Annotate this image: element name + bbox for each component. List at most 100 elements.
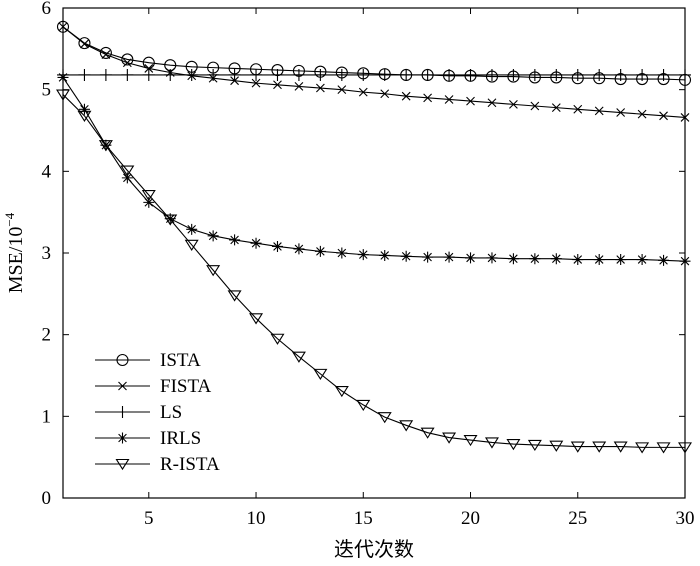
data-point-ls xyxy=(378,68,391,81)
data-point-r-ista xyxy=(656,442,671,454)
x-tick-label: 5 xyxy=(144,508,154,529)
data-point-ls xyxy=(78,68,91,81)
y-tick-label: 5 xyxy=(42,80,52,101)
data-point-fista xyxy=(423,93,433,103)
data-point-r-ista xyxy=(334,385,349,398)
data-point-ls xyxy=(142,68,155,81)
data-point-fista xyxy=(337,85,347,95)
data-point-r-ista xyxy=(377,412,392,424)
series-line-ista xyxy=(62,26,686,81)
data-point-irls xyxy=(357,249,369,261)
data-point-r-ista xyxy=(313,368,328,381)
legend-label-irls: IRLS xyxy=(160,428,201,449)
data-point-r-ista xyxy=(291,351,306,363)
data-point-r-ista xyxy=(163,214,178,226)
data-point-irls xyxy=(336,247,348,259)
y-axis-title: MSE/10−4 xyxy=(2,212,27,293)
y-tick-label: 3 xyxy=(42,243,52,264)
data-point-ls xyxy=(507,68,520,81)
data-point-r-ista xyxy=(484,437,499,449)
data-point-irls xyxy=(636,254,648,266)
data-point-ista xyxy=(99,46,112,59)
legend-marker-irls xyxy=(117,432,128,444)
data-point-r-ista xyxy=(506,439,521,451)
data-point-ls xyxy=(593,68,606,81)
plot-area xyxy=(63,8,685,498)
data-point-r-ista xyxy=(570,441,585,453)
y-tick-label: 6 xyxy=(42,0,52,19)
legend-entry-irls: IRLS xyxy=(95,428,201,449)
data-point-fista xyxy=(551,103,561,113)
y-tick-label: 1 xyxy=(42,406,52,427)
legend-entry-fista: FISTA xyxy=(95,376,212,397)
data-point-fista xyxy=(466,96,475,106)
data-point-ls xyxy=(164,68,177,81)
series-fista xyxy=(58,22,690,122)
data-point-irls xyxy=(293,243,305,255)
legend-marker-ista xyxy=(116,353,129,367)
data-point-irls xyxy=(443,251,455,263)
legend-label-fista: FISTA xyxy=(160,376,212,397)
data-point-ls xyxy=(571,68,584,81)
data-point-r-ista xyxy=(442,432,457,444)
data-point-irls xyxy=(507,253,519,265)
data-point-ls xyxy=(443,68,456,81)
series-ls xyxy=(57,68,691,81)
series-line-fista xyxy=(62,26,686,118)
data-point-ls xyxy=(250,68,263,81)
y-tick-label: 0 xyxy=(42,488,52,509)
data-point-irls xyxy=(78,103,90,115)
x-tick-label: 10 xyxy=(247,508,266,529)
x-tick-label: 20 xyxy=(461,508,480,529)
legend-label-r-ista: R-ISTA xyxy=(160,454,220,475)
data-point-irls xyxy=(572,254,584,266)
data-point-ls xyxy=(636,68,649,81)
legend-marker-ls xyxy=(116,406,129,418)
data-point-ls xyxy=(121,68,134,81)
data-point-r-ista xyxy=(77,110,92,122)
data-point-ls xyxy=(185,68,198,81)
data-point-ls xyxy=(271,68,284,81)
y-axis-title-exponent: −4 xyxy=(2,212,17,226)
data-point-fista xyxy=(380,89,390,99)
data-point-ls xyxy=(421,68,434,81)
legend-label-ls: LS xyxy=(160,402,182,423)
data-point-fista xyxy=(637,109,647,119)
legend-entry-r-ista: R-ISTA xyxy=(95,454,220,475)
data-point-fista xyxy=(315,83,325,93)
data-point-r-ista xyxy=(549,440,564,452)
x-axis-ticks: 5 10 15 20 25 30 xyxy=(144,8,695,529)
data-point-irls xyxy=(271,240,283,252)
data-point-r-ista xyxy=(120,165,135,177)
data-point-ls xyxy=(292,68,305,81)
data-point-r-ista xyxy=(227,290,242,302)
data-point-ls xyxy=(485,68,498,81)
data-point-irls xyxy=(593,254,605,266)
data-point-irls xyxy=(465,252,477,264)
data-point-fista xyxy=(101,50,111,59)
data-point-irls xyxy=(400,250,412,262)
data-point-r-ista xyxy=(98,140,113,152)
x-tick-label: 15 xyxy=(354,508,373,529)
y-tick-label: 4 xyxy=(42,161,52,182)
legend-marker-r-ista xyxy=(115,458,130,471)
y-tick-label: 2 xyxy=(42,325,52,346)
legend-marker-fista xyxy=(118,381,127,391)
data-point-irls xyxy=(186,223,198,235)
data-point-ls xyxy=(550,68,563,81)
data-point-fista xyxy=(573,104,583,114)
data-point-ls xyxy=(314,68,327,81)
data-point-irls xyxy=(250,237,262,249)
data-point-irls xyxy=(486,252,498,264)
data-point-r-ista xyxy=(184,239,199,251)
series-r-ista xyxy=(56,89,692,454)
data-point-ls xyxy=(207,68,220,81)
data-point-irls xyxy=(529,253,541,265)
data-point-fista xyxy=(616,108,626,117)
legend-entry-ls: LS xyxy=(95,402,182,423)
data-point-irls xyxy=(229,234,241,246)
data-point-fista xyxy=(251,78,261,88)
data-point-irls xyxy=(658,254,670,266)
data-point-r-ista xyxy=(206,265,221,277)
